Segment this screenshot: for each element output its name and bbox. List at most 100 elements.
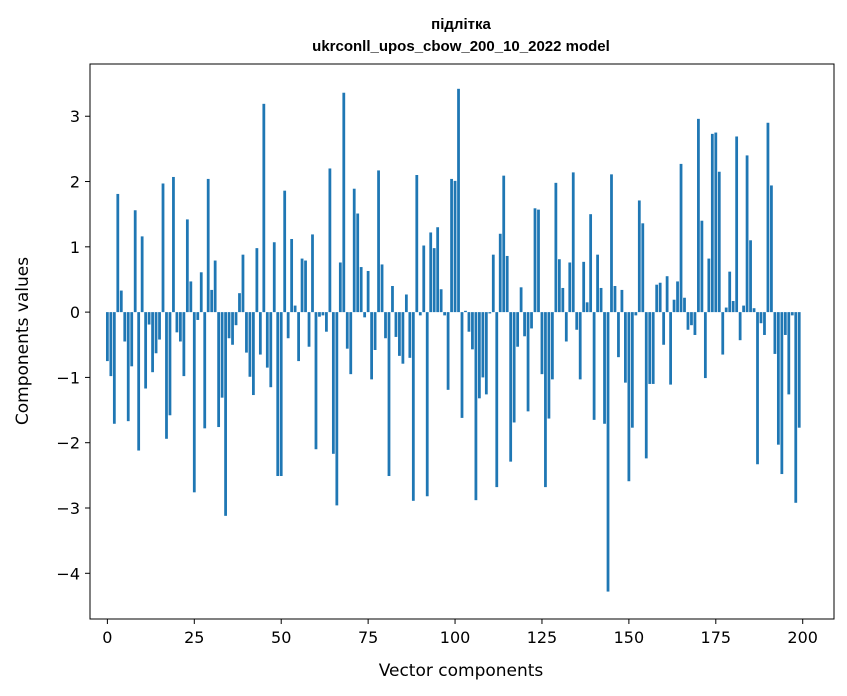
bar-169 <box>693 312 697 335</box>
bar-155 <box>644 312 648 459</box>
bar-70 <box>349 312 353 375</box>
bar-192 <box>773 312 777 354</box>
bar-133 <box>568 262 572 313</box>
bar-125 <box>540 312 544 375</box>
bar-13 <box>151 312 154 373</box>
bar-142 <box>599 287 603 313</box>
bar-8 <box>133 210 137 313</box>
bar-83 <box>394 312 398 337</box>
bar-104 <box>467 312 471 332</box>
bar-74 <box>363 312 367 318</box>
bar-33 <box>220 312 224 398</box>
bar-95 <box>436 227 440 313</box>
bar-50 <box>279 312 283 477</box>
bar-123 <box>533 208 537 313</box>
bar-62 <box>321 312 325 316</box>
bar-66 <box>335 312 339 506</box>
y-tick-label: 2 <box>70 173 80 192</box>
bar-84 <box>398 312 401 356</box>
bar-30 <box>210 289 214 313</box>
bar-193 <box>776 312 780 445</box>
bar-47 <box>269 312 273 388</box>
bar-48 <box>272 242 276 313</box>
bar-186 <box>752 308 756 313</box>
bar-67 <box>338 262 342 313</box>
bar-181 <box>735 136 739 313</box>
bar-154 <box>641 223 645 313</box>
bar-80 <box>384 312 387 339</box>
bar-117 <box>512 312 516 423</box>
bar-174 <box>710 133 714 313</box>
bar-140 <box>592 312 596 420</box>
bar-153 <box>637 200 641 313</box>
bar-128 <box>551 312 554 380</box>
bar-27 <box>199 272 203 313</box>
bar-12 <box>147 312 151 325</box>
bar-61 <box>318 312 321 317</box>
bar-25 <box>192 312 196 493</box>
bar-56 <box>300 258 304 313</box>
bar-68 <box>342 92 346 313</box>
bar-106 <box>474 312 478 501</box>
bar-113 <box>498 233 502 313</box>
bar-71 <box>352 188 356 313</box>
bar-191 <box>770 185 773 313</box>
bar-35 <box>227 312 231 339</box>
bar-98 <box>446 312 450 390</box>
bar-86 <box>404 294 408 313</box>
bar-29 <box>206 178 210 313</box>
bar-57 <box>304 260 307 313</box>
bar-180 <box>731 301 735 313</box>
bar-9 <box>137 312 141 451</box>
bar-119 <box>519 287 523 313</box>
bar-199 <box>797 312 801 428</box>
bar-4 <box>119 290 123 313</box>
bar-118 <box>516 312 520 347</box>
bar-151 <box>630 312 634 428</box>
bar-130 <box>557 259 561 313</box>
bar-51 <box>283 190 287 313</box>
bar-99 <box>450 178 453 313</box>
chart-title: підлітка <box>431 16 491 33</box>
bar-156 <box>648 312 652 384</box>
bar-194 <box>780 312 784 475</box>
bar-146 <box>613 286 617 313</box>
bar-101 <box>457 88 460 313</box>
bar-196 <box>787 312 791 395</box>
y-tick-label: 1 <box>70 238 80 257</box>
x-tick-label: 175 <box>701 628 732 647</box>
bar-134 <box>571 172 575 313</box>
bar-126 <box>544 312 547 488</box>
bar-108 <box>481 312 485 378</box>
x-axis-ticks: 0 25 50 75 100 125 150 175 200 <box>102 619 818 647</box>
bar-135 <box>575 312 579 330</box>
x-tick-label: 50 <box>271 628 291 647</box>
bar-149 <box>624 312 627 383</box>
bar-179 <box>728 271 732 313</box>
bar-79 <box>380 264 384 313</box>
bar-159 <box>658 282 662 313</box>
bar-182 <box>738 312 742 341</box>
bar-137 <box>582 261 586 313</box>
bar-32 <box>217 312 221 428</box>
bar-65 <box>331 312 335 454</box>
bar-91 <box>422 245 426 313</box>
y-tick-label: −4 <box>56 564 80 583</box>
bar-129 <box>554 182 558 313</box>
bar-46 <box>265 312 269 368</box>
bar-75 <box>366 270 370 313</box>
bar-97 <box>443 312 447 316</box>
bar-190 <box>766 122 770 313</box>
bar-39 <box>241 254 245 313</box>
bar-162 <box>669 312 672 385</box>
bar-183 <box>742 305 745 313</box>
bar-15 <box>158 312 161 340</box>
bar-53 <box>290 238 294 313</box>
x-tick-label: 125 <box>527 628 558 647</box>
y-tick-label: −3 <box>56 499 80 518</box>
bar-45 <box>262 103 266 313</box>
bar-60 <box>314 312 318 450</box>
bar-59 <box>311 234 314 313</box>
bar-112 <box>495 312 499 488</box>
bar-170 <box>697 118 700 313</box>
